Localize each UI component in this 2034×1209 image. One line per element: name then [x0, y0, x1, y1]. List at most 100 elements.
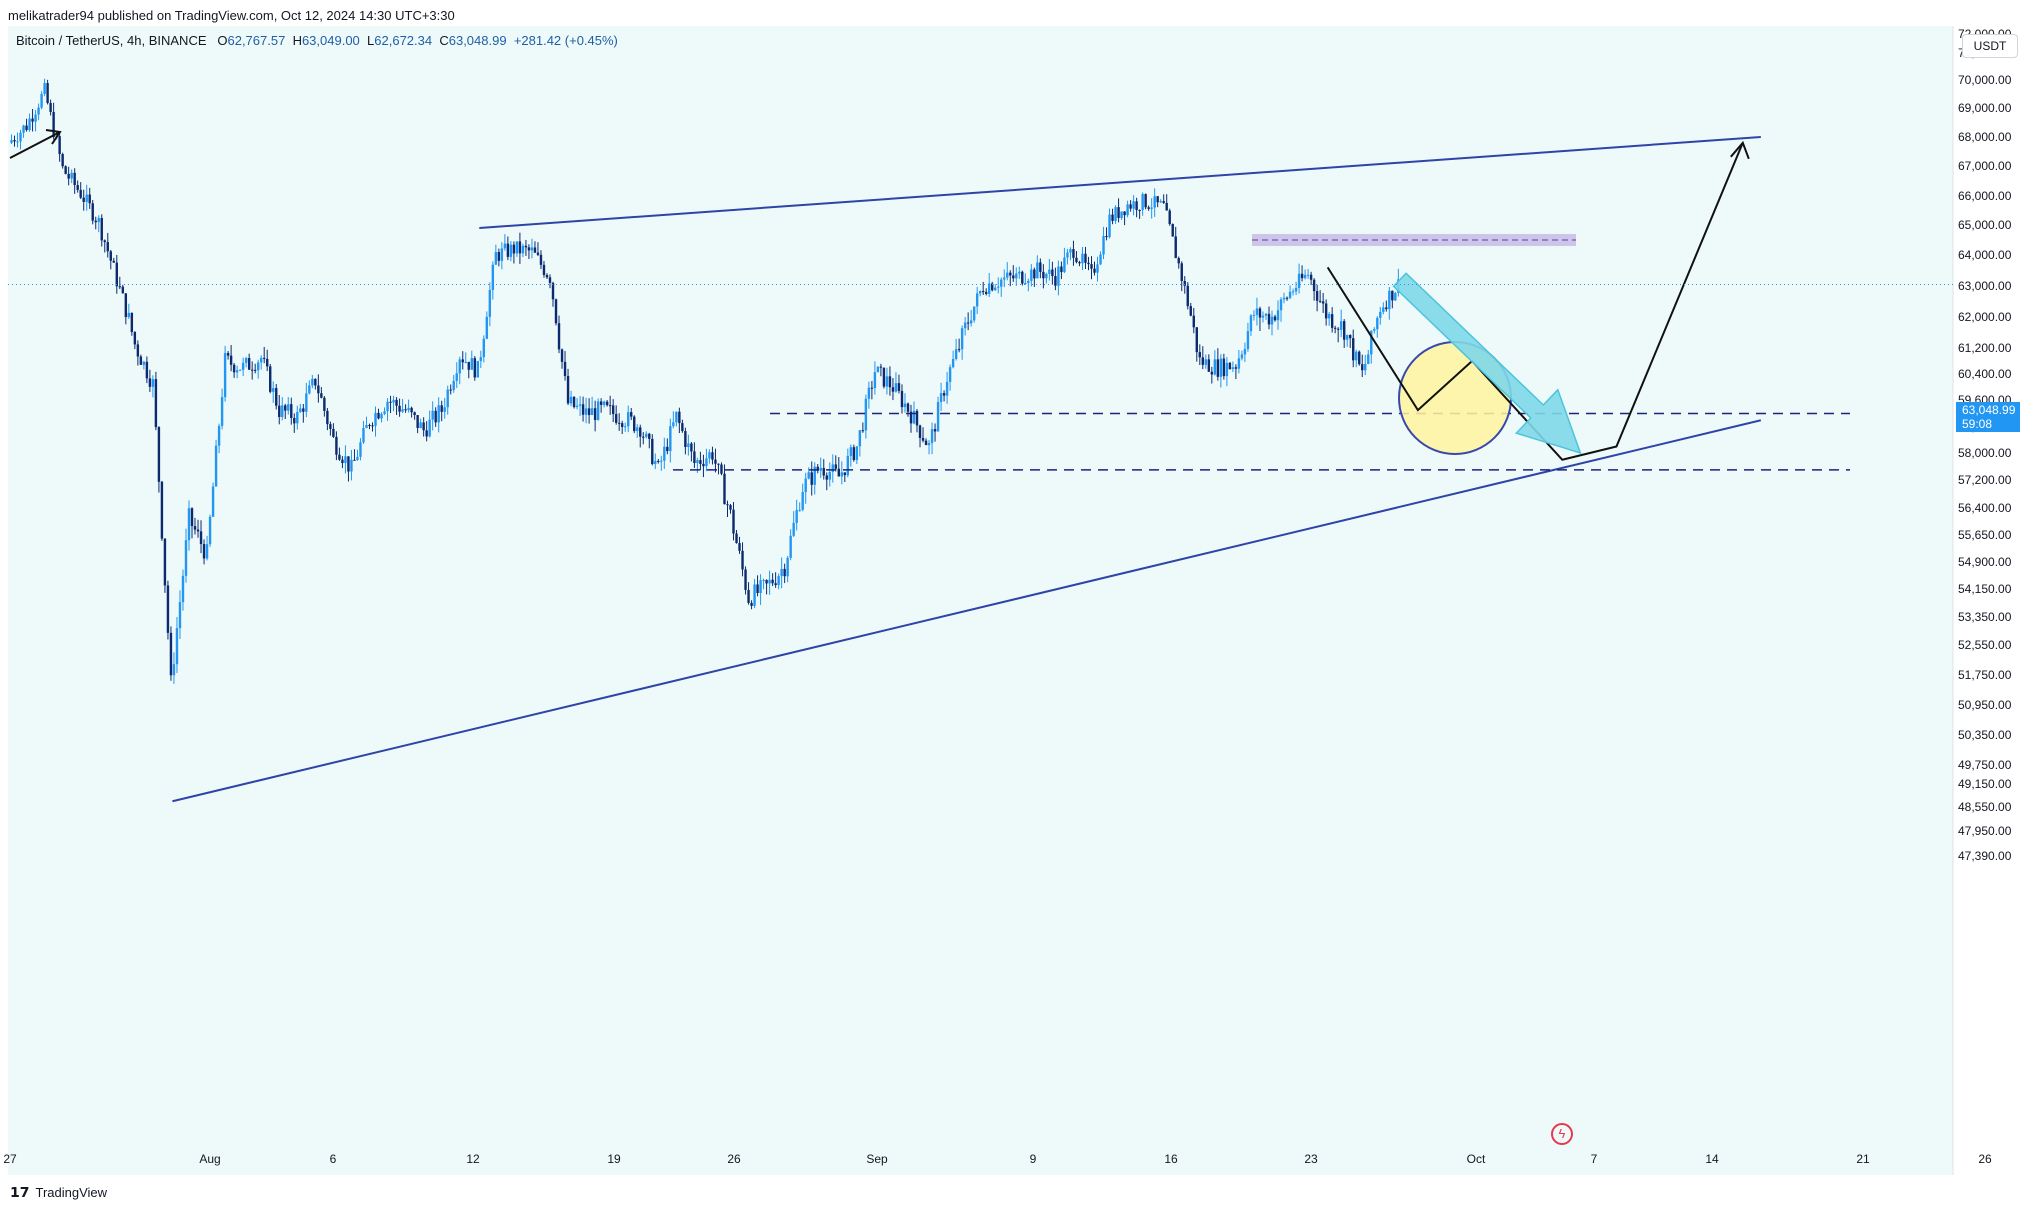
candle-body [163, 538, 167, 586]
candle-body [669, 426, 672, 452]
candle-body [563, 361, 567, 377]
candle-body [819, 468, 822, 471]
high-label: H [292, 33, 302, 48]
candle-body [1138, 210, 1141, 212]
candle-body [479, 357, 483, 362]
candle-body [37, 107, 40, 115]
candle-body [305, 393, 308, 412]
candle-body [272, 388, 275, 392]
candle-body [52, 111, 55, 138]
candle-body [491, 264, 495, 290]
change-value: +281.42 (+0.45%) [513, 33, 618, 48]
price-tick-label: 62,000.00 [1958, 310, 2012, 324]
candle-body [1300, 273, 1304, 279]
candle-body [1171, 224, 1174, 237]
lightning-icon[interactable]: ϟ [1551, 1123, 1573, 1145]
candle-body [834, 464, 837, 469]
candle-body [103, 240, 106, 243]
candle-body [972, 306, 976, 321]
tradingview-brand[interactable]: 𝟭𝟳 TradingView [10, 1184, 107, 1201]
candle-body [648, 433, 651, 439]
candle-body [633, 416, 636, 432]
candle-body [1270, 316, 1274, 325]
currency-button[interactable]: USDT [1962, 34, 2018, 58]
candle-body [1123, 211, 1126, 216]
time-tick-label: 19 [607, 1152, 621, 1166]
candle-body [1309, 274, 1313, 280]
candle-body [413, 412, 416, 416]
price-tick-label: 47,950.00 [1958, 824, 2012, 838]
candle-body [1099, 254, 1102, 265]
candle-body [747, 589, 750, 603]
candle-body [593, 408, 597, 420]
candle-body [1006, 272, 1009, 278]
candle-body [368, 425, 371, 427]
candle-body [136, 344, 140, 357]
candle-body [789, 535, 792, 558]
candle-body [843, 472, 847, 476]
candle-body [1342, 321, 1346, 340]
candle-body [416, 415, 419, 428]
candle-body [714, 459, 717, 464]
candle-body [79, 189, 82, 198]
candle-body [293, 417, 296, 424]
time-axis[interactable]: 27Aug6121926Sep91623Oct7142126No [3, 1152, 2034, 1166]
candle-body [867, 387, 871, 399]
candle-body [1210, 371, 1214, 375]
candle-body [1132, 201, 1135, 209]
candle-body [1216, 359, 1220, 377]
candle-body [1288, 291, 1292, 298]
candle-body [235, 370, 239, 373]
candle-body [1282, 297, 1286, 300]
candle-body [470, 358, 473, 370]
price-tick-label: 49,150.00 [1958, 777, 2012, 791]
candle-body [323, 397, 326, 411]
history-arrowhead [45, 129, 62, 145]
candle-body [208, 516, 212, 545]
channel-upper-line [479, 136, 1761, 229]
candle-body [1150, 207, 1153, 209]
time-tick-label: 6 [330, 1152, 337, 1166]
candle-body [371, 425, 374, 427]
time-tick-label: 14 [1705, 1152, 1719, 1166]
candle-body [702, 463, 705, 467]
candle-body [780, 568, 783, 577]
candle-body [154, 379, 158, 428]
candle-body [461, 359, 464, 363]
candle-body [109, 251, 112, 261]
candle-body [40, 93, 43, 108]
candle-body [247, 358, 251, 370]
candle-body [912, 410, 916, 424]
price-axis[interactable]: 72,000.0071,000.0070,000.0069,000.0068,0… [1958, 27, 2012, 863]
candle-body [28, 118, 31, 131]
candle-body [359, 442, 362, 457]
open-label: O [217, 33, 228, 48]
candle-body [750, 602, 753, 606]
symbol-name: Bitcoin / TetherUS, 4h, BINANCE [16, 33, 207, 48]
candle-body [918, 425, 922, 438]
candle-body [539, 254, 543, 265]
candle-body [1367, 354, 1370, 364]
price-tick-label: 54,900.00 [1958, 555, 2012, 569]
candle-body [1336, 328, 1340, 330]
candle-body [690, 443, 693, 452]
candle-body [759, 580, 762, 594]
candle-body [1237, 358, 1241, 369]
open-value: 62,767.57 [227, 33, 286, 48]
candle-body [410, 407, 413, 413]
candle-body [657, 460, 660, 462]
candle-body [347, 456, 350, 472]
candle-body [1108, 214, 1111, 238]
candle-body [377, 412, 380, 419]
candle-body [1240, 354, 1244, 359]
candle-body [1303, 274, 1307, 279]
candle-body [266, 358, 269, 367]
candle-body [994, 287, 997, 291]
price-tick-label: 48,550.00 [1958, 800, 2012, 814]
candle-body [1249, 315, 1253, 332]
candle-body [554, 299, 558, 324]
candle-body [202, 544, 206, 559]
candle-body [927, 443, 931, 446]
candle-body [124, 293, 128, 318]
